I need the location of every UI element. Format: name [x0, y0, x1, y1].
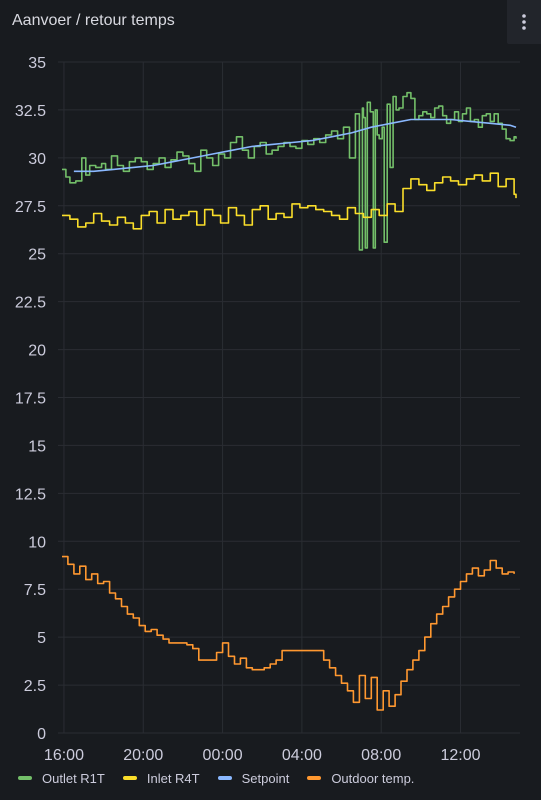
time-series-chart[interactable]: 0 2.5 5 7.5 10 12.5 15 17.5 20 22.5 25 27.5 30 32.5 35…: [0, 44, 541, 764]
x-tick-label: 08:00: [361, 747, 401, 764]
legend-item-outlet-r1t[interactable]: Outlet R1T: [18, 771, 105, 786]
legend: Outlet R1T Inlet R4T Setpoint Outdoor te…: [18, 768, 432, 788]
legend-label: Outlet R1T: [42, 770, 105, 786]
y-axis: 0 2.5 5 7.5 10 12.5 15 17.5 20 22.5 25 27.5 30 32.5 35: [15, 55, 46, 743]
y-tick-label: 22.5: [15, 295, 46, 312]
series-lines: [62, 91, 517, 711]
legend-item-outdoor-temp[interactable]: Outdoor temp.: [307, 771, 414, 786]
y-tick-label: 7.5: [24, 582, 46, 599]
series-line-inlet-r4t: [62, 172, 517, 230]
x-tick-label: 12:00: [440, 747, 480, 764]
y-tick-label: 5: [37, 630, 46, 647]
panel-title: Aanvoer / retour temps: [12, 12, 175, 29]
y-tick-label: 30: [28, 151, 46, 168]
legend-label: Setpoint: [241, 770, 290, 786]
legend-swatch: [18, 776, 32, 780]
legend-swatch: [122, 776, 137, 780]
y-tick-label: 2.5: [24, 678, 46, 695]
y-tick-label: 27.5: [15, 199, 46, 216]
legend-swatch: [217, 776, 232, 780]
y-tick-label: 32.5: [15, 103, 46, 120]
legend-item-inlet-r4t[interactable]: Inlet R4T: [122, 770, 200, 786]
x-tick-label: 20:00: [123, 747, 163, 764]
y-tick-label: 25: [28, 247, 46, 264]
legend-label: Inlet R4T: [146, 770, 200, 786]
y-tick-label: 15: [28, 438, 46, 455]
panel-menu-button[interactable]: [507, 0, 541, 44]
legend-item-setpoint[interactable]: Setpoint: [217, 770, 290, 786]
y-tick-label: 12.5: [15, 486, 46, 503]
x-tick-label: 00:00: [203, 747, 243, 764]
y-tick-label: 35: [28, 55, 46, 72]
y-tick-label: 20: [28, 343, 46, 360]
y-tick-label: 0: [37, 726, 46, 743]
y-tick-label: 10: [28, 534, 46, 551]
series-line-outlet-r1t: [62, 91, 517, 251]
x-axis: 16:00 20:00 00:00 04:00 08:00 12:00: [44, 747, 481, 764]
x-tick-label: 04:00: [282, 747, 322, 764]
legend-label: Outdoor temp.: [331, 770, 415, 786]
series-line-outdoor-temp: [62, 555, 515, 711]
y-tick-label: 17.5: [15, 391, 46, 408]
legend-swatch: [307, 776, 322, 780]
vertical-ellipsis-icon: [522, 14, 526, 30]
series-line-setpoint: [73, 118, 517, 173]
panel-header: Aanvoer / retour temps: [0, 0, 541, 44]
x-tick-label: 16:00: [44, 747, 84, 764]
grid: [58, 61, 520, 734]
